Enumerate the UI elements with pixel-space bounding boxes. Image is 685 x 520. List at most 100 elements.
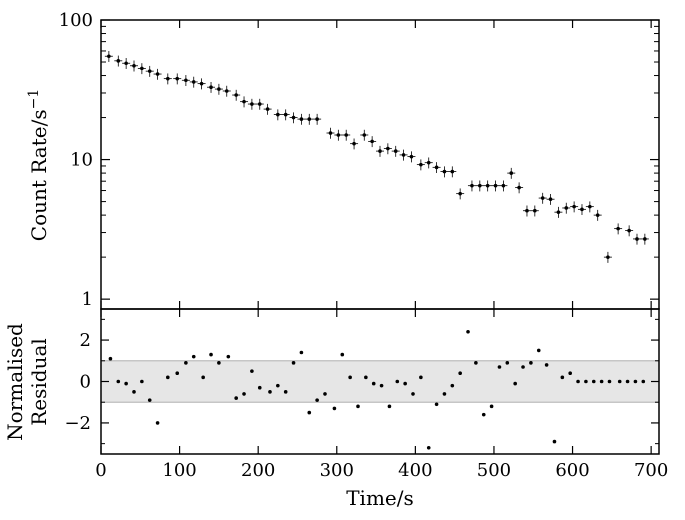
- time-x-axis-label: Time/s: [346, 486, 414, 510]
- count-rate-point: [137, 63, 146, 75]
- residual-point: [536, 348, 541, 353]
- residual-point: [124, 381, 128, 386]
- count-rate-point: [614, 223, 623, 235]
- count-rate-point: [391, 145, 400, 157]
- residual-point: [395, 379, 400, 384]
- x-tick-label: 600: [555, 460, 589, 481]
- y-tick-label: 1: [82, 289, 93, 310]
- x-tick-label: 200: [241, 460, 275, 481]
- residual-point: [283, 390, 288, 394]
- count-rate-point: [491, 180, 500, 192]
- x-tick-label: 500: [477, 460, 511, 481]
- residual-y-tick-label: −2: [64, 413, 91, 434]
- count-rate-point: [368, 136, 377, 148]
- residual-point: [364, 375, 368, 380]
- count-rate-point: [603, 251, 612, 263]
- residual-y-axis-label-line2: Residual: [27, 338, 51, 426]
- residual-point: [403, 381, 407, 386]
- count-rate-y-axis-label: Count Rate/s−1: [26, 89, 51, 241]
- count-rate-point: [424, 157, 433, 169]
- residual-point: [184, 361, 188, 365]
- residual-point: [529, 361, 533, 365]
- residual-point: [175, 371, 180, 376]
- residual-plot-frame: [100, 308, 660, 455]
- residual-point: [544, 363, 549, 367]
- count-rate-point: [240, 96, 249, 108]
- count-rate-point: [467, 180, 476, 192]
- count-rate-point: [222, 85, 231, 97]
- residual-point: [576, 379, 580, 384]
- y-tick-label: 10: [70, 150, 93, 171]
- residual-point: [242, 392, 246, 396]
- residual-point: [191, 354, 196, 359]
- residual-point: [489, 404, 494, 409]
- count-rate-point: [232, 89, 241, 101]
- residual-point: [234, 396, 238, 400]
- count-rate-point: [515, 182, 524, 194]
- residual-point: [552, 439, 557, 444]
- count-rate-point: [570, 201, 579, 213]
- residual-point: [155, 421, 160, 425]
- residual-point: [466, 329, 470, 334]
- count-rate-point: [407, 151, 416, 163]
- count-rate-point: [448, 166, 457, 178]
- residual-point: [217, 361, 221, 365]
- count-rate-point: [440, 166, 449, 178]
- residual-point: [209, 352, 213, 357]
- residual-point: [226, 354, 231, 359]
- residual-point: [323, 392, 327, 396]
- count-rate-point: [214, 83, 223, 95]
- residual-point: [268, 390, 272, 394]
- residual-point: [166, 375, 170, 380]
- residual-point: [132, 390, 136, 394]
- count-rate-point: [273, 109, 282, 121]
- count-rate-points: [104, 51, 649, 263]
- count-rate-point: [522, 205, 531, 217]
- count-rate-point: [456, 188, 465, 200]
- count-rate-point: [263, 103, 272, 115]
- residual-point: [332, 406, 337, 411]
- count-rate-point: [416, 159, 425, 171]
- count-rate-plot-frame: [100, 19, 660, 310]
- count-rate-point: [153, 68, 162, 80]
- residual-point: [356, 404, 360, 409]
- residual-point: [481, 412, 486, 417]
- count-rate-point: [376, 145, 384, 157]
- count-rate-point: [189, 76, 198, 88]
- count-rate-point: [163, 73, 172, 85]
- count-rate-point: [247, 98, 256, 110]
- x-tick-label: 0: [95, 460, 106, 481]
- count-rate-point: [625, 225, 634, 237]
- count-rate-point: [342, 129, 351, 141]
- top-y-ticks: 1 10 100: [59, 10, 659, 310]
- residual-point: [521, 365, 525, 369]
- residual-point: [599, 379, 604, 384]
- residual-point: [387, 404, 392, 409]
- count-rate-point: [483, 180, 492, 192]
- count-rate-point: [350, 138, 359, 150]
- residual-point: [147, 398, 152, 402]
- count-rate-point: [173, 73, 182, 85]
- count-rate-point: [114, 55, 123, 67]
- count-rate-point: [181, 75, 190, 86]
- count-rate-point: [432, 162, 441, 174]
- residual-panel: 2 0 −2 0 100 200 300 400 500 600 700 Normalised R…: [3, 308, 668, 510]
- residual-point: [497, 365, 502, 369]
- residual-point: [140, 379, 144, 384]
- count-rate-point: [197, 78, 206, 90]
- count-rate-point: [507, 167, 516, 179]
- count-rate-point: [122, 58, 131, 69]
- residual-y-tick-label: 0: [80, 372, 91, 393]
- residual-point: [348, 375, 352, 380]
- x-tick-label: 300: [320, 460, 354, 481]
- count-rate-point: [289, 112, 298, 124]
- residual-point: [250, 369, 254, 373]
- y-label-superscript: −1: [26, 89, 42, 110]
- residual-point: [625, 379, 630, 384]
- count-rate-point: [640, 233, 649, 245]
- count-rate-point: [632, 233, 641, 245]
- residual-point: [560, 375, 565, 380]
- count-rate-point: [554, 206, 563, 218]
- residual-points: [108, 329, 646, 450]
- count-rate-point: [207, 81, 216, 93]
